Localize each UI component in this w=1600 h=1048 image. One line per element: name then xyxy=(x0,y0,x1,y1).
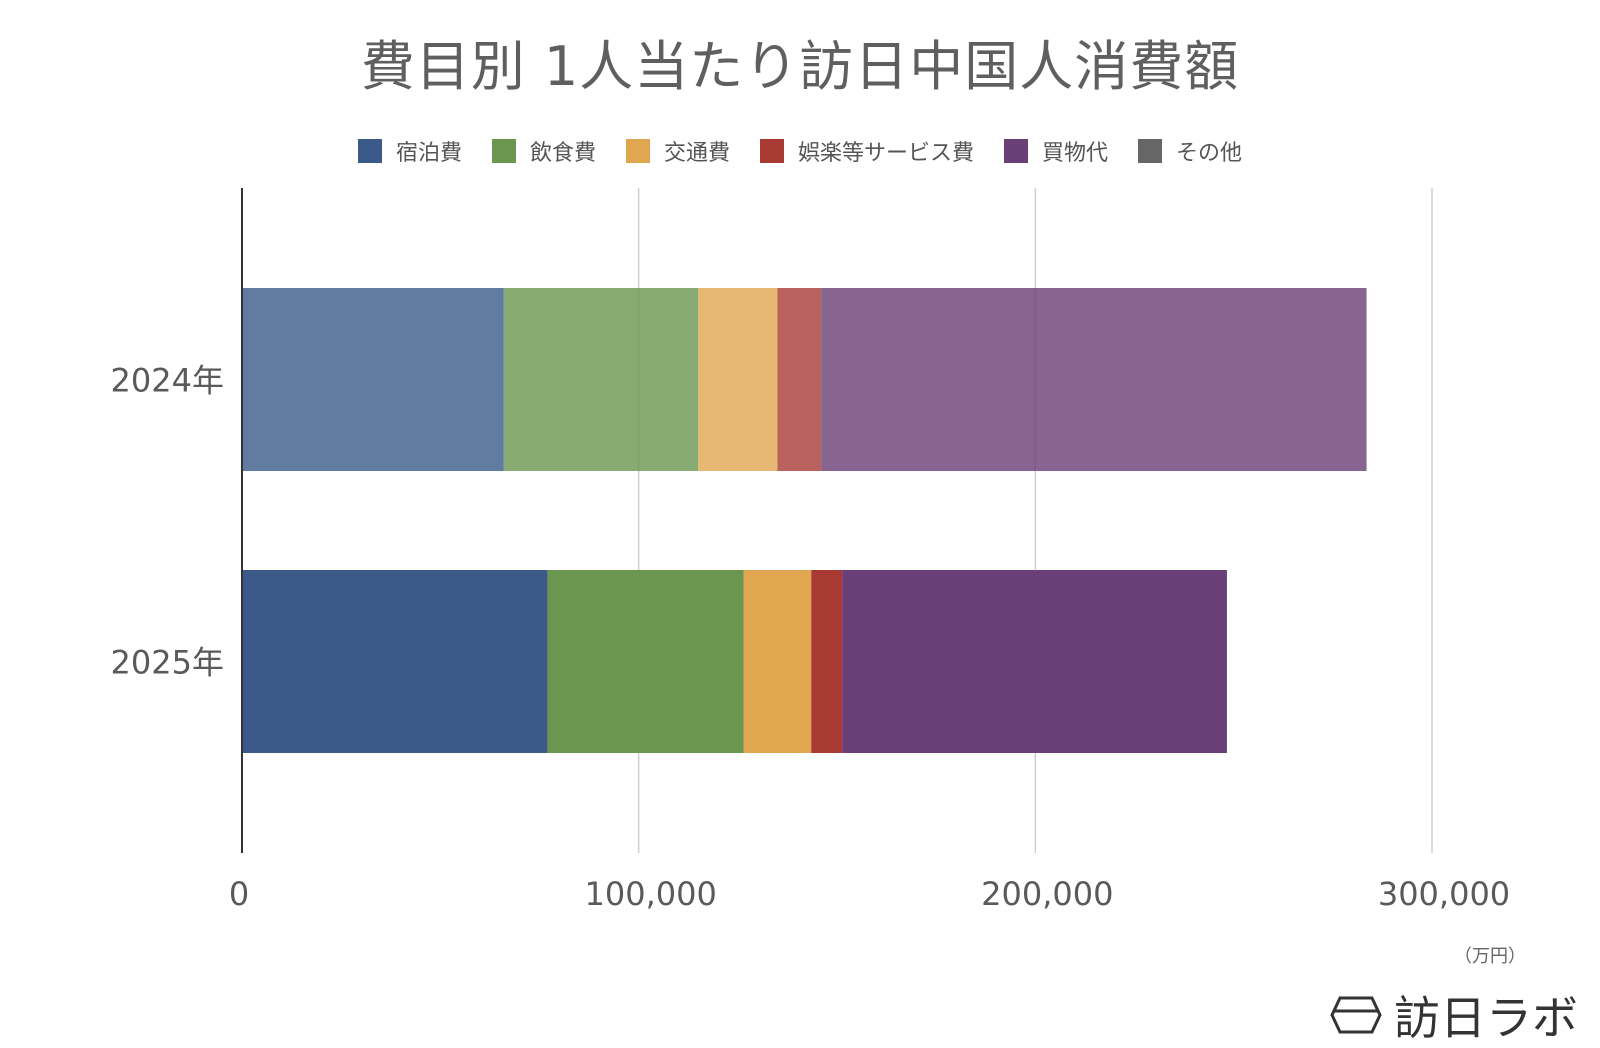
bar-segment xyxy=(777,288,822,471)
legend-swatch xyxy=(1004,139,1029,163)
legend-label: 飲食費 xyxy=(529,141,596,166)
x-tick-label: 0 xyxy=(229,875,249,913)
legend-item: 娯楽等サービス費 xyxy=(760,135,974,167)
brand-name: 訪日ラボ xyxy=(1394,991,1578,1045)
brand-logo: 訪日ラボ xyxy=(1330,982,1578,1048)
x-tick-label: 100,000 xyxy=(585,875,717,913)
legend-item: 宿泊費 xyxy=(357,135,462,167)
legend-item: 交通費 xyxy=(625,135,730,167)
legend-swatch xyxy=(1138,139,1163,163)
legend-label: 交通費 xyxy=(663,141,730,166)
bar-segment xyxy=(811,570,843,753)
bar-segment xyxy=(698,288,778,471)
x-tick-label: 200,000 xyxy=(981,875,1113,913)
axis-unit-label: （万円） xyxy=(1454,946,1526,967)
bar-segment xyxy=(242,570,548,753)
brand-logo-icon xyxy=(1330,996,1382,1034)
legend-swatch xyxy=(357,139,382,163)
legend-swatch xyxy=(491,139,516,163)
chart-legend: 宿泊費 飲食費 交通費 娯楽等サービス費 買物代 その他 xyxy=(0,135,1600,167)
legend-label: 宿泊費 xyxy=(395,141,462,166)
legend-label: 買物代 xyxy=(1042,141,1109,166)
x-tick-label: 300,000 xyxy=(1378,875,1510,913)
legend-swatch xyxy=(760,139,784,163)
chart-title: 費目別 1人当たり訪日中国人消費額 xyxy=(360,35,1240,98)
category-label: 2024年 xyxy=(111,362,224,400)
legend-swatch xyxy=(625,139,650,163)
legend-label: その他 xyxy=(1176,141,1243,166)
bar-segment xyxy=(503,288,699,471)
bar-segment xyxy=(821,288,1367,471)
category-label: 2025年 xyxy=(111,644,224,682)
bar-segment xyxy=(842,570,1227,753)
bar-segment xyxy=(242,288,504,471)
bar-segment xyxy=(547,570,744,753)
legend-item: 飲食費 xyxy=(491,135,596,167)
legend-item: その他 xyxy=(1138,135,1242,167)
bar-segment xyxy=(743,570,812,753)
legend-item: 買物代 xyxy=(1004,135,1108,167)
legend-label: 娯楽等サービス費 xyxy=(798,141,975,166)
